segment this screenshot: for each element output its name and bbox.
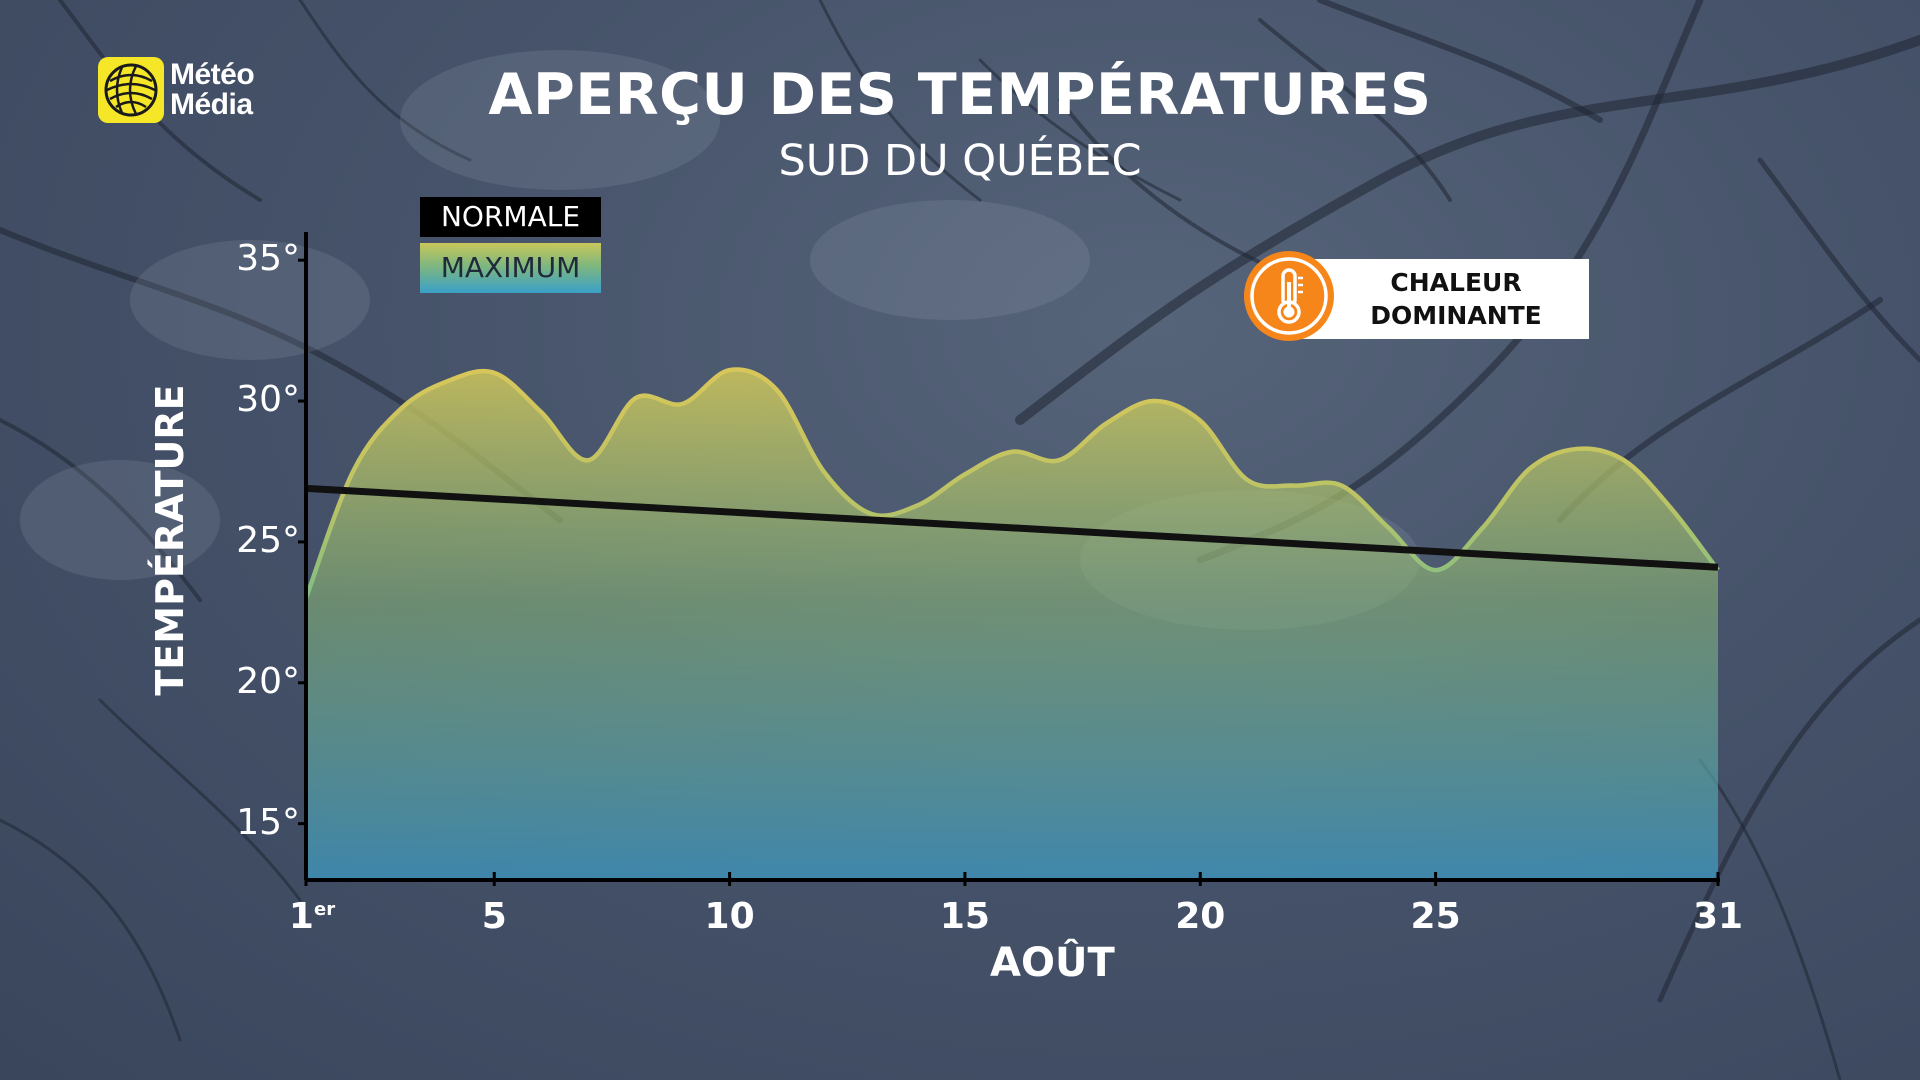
badge-line1: CHALEUR bbox=[1390, 268, 1522, 297]
legend-maximum: MAXIMUM bbox=[420, 243, 601, 293]
y-tick-label: 25° bbox=[236, 519, 300, 561]
meteomedia-logo: Météo Média bbox=[98, 57, 255, 123]
x-tick-label: 10 bbox=[704, 896, 755, 937]
logo-line2: Média bbox=[170, 88, 253, 121]
page-title: APERÇU DES TEMPÉRATURES bbox=[488, 62, 1432, 128]
x-tick-label: 31 bbox=[1692, 896, 1744, 937]
logo-line1: Météo bbox=[170, 58, 255, 91]
y-axis-label: TEMPÉRATURE bbox=[148, 384, 192, 696]
x-tick-label: 25 bbox=[1410, 896, 1461, 937]
x-tick-marks bbox=[304, 872, 1720, 886]
chaleur-dominante-badge: CHALEUR DOMINANTE bbox=[1243, 250, 1589, 341]
x-tick-suffix: er bbox=[313, 899, 336, 920]
y-tick-label: 20° bbox=[236, 660, 300, 702]
y-tick-label: 30° bbox=[236, 379, 300, 421]
x-tick-label: 20 bbox=[1175, 896, 1226, 937]
x-tick-label: 1er bbox=[288, 896, 336, 937]
y-tick-label: 35° bbox=[236, 238, 300, 280]
x-tick-label: 15 bbox=[939, 896, 990, 937]
badge-box bbox=[1283, 259, 1589, 339]
maximum-line bbox=[303, 367, 1720, 600]
globe-icon bbox=[98, 57, 164, 123]
x-tick-label: 5 bbox=[481, 896, 507, 937]
page-subtitle: SUD DU QUÉBEC bbox=[778, 136, 1142, 186]
y-tick-marks bbox=[298, 258, 306, 826]
normal-line bbox=[305, 484, 1719, 571]
badge-line2: DOMINANTE bbox=[1370, 301, 1542, 330]
thermometer-icon bbox=[1244, 251, 1334, 341]
maximum-area bbox=[306, 369, 1718, 880]
logo-wordmark: Météo Média bbox=[170, 58, 255, 121]
y-tick-label: 15° bbox=[236, 801, 300, 843]
x-axis-label: AOÛT bbox=[990, 940, 1115, 986]
badge-text: CHALEUR DOMINANTE bbox=[1323, 259, 1589, 339]
legend-normale: NORMALE bbox=[420, 197, 601, 237]
